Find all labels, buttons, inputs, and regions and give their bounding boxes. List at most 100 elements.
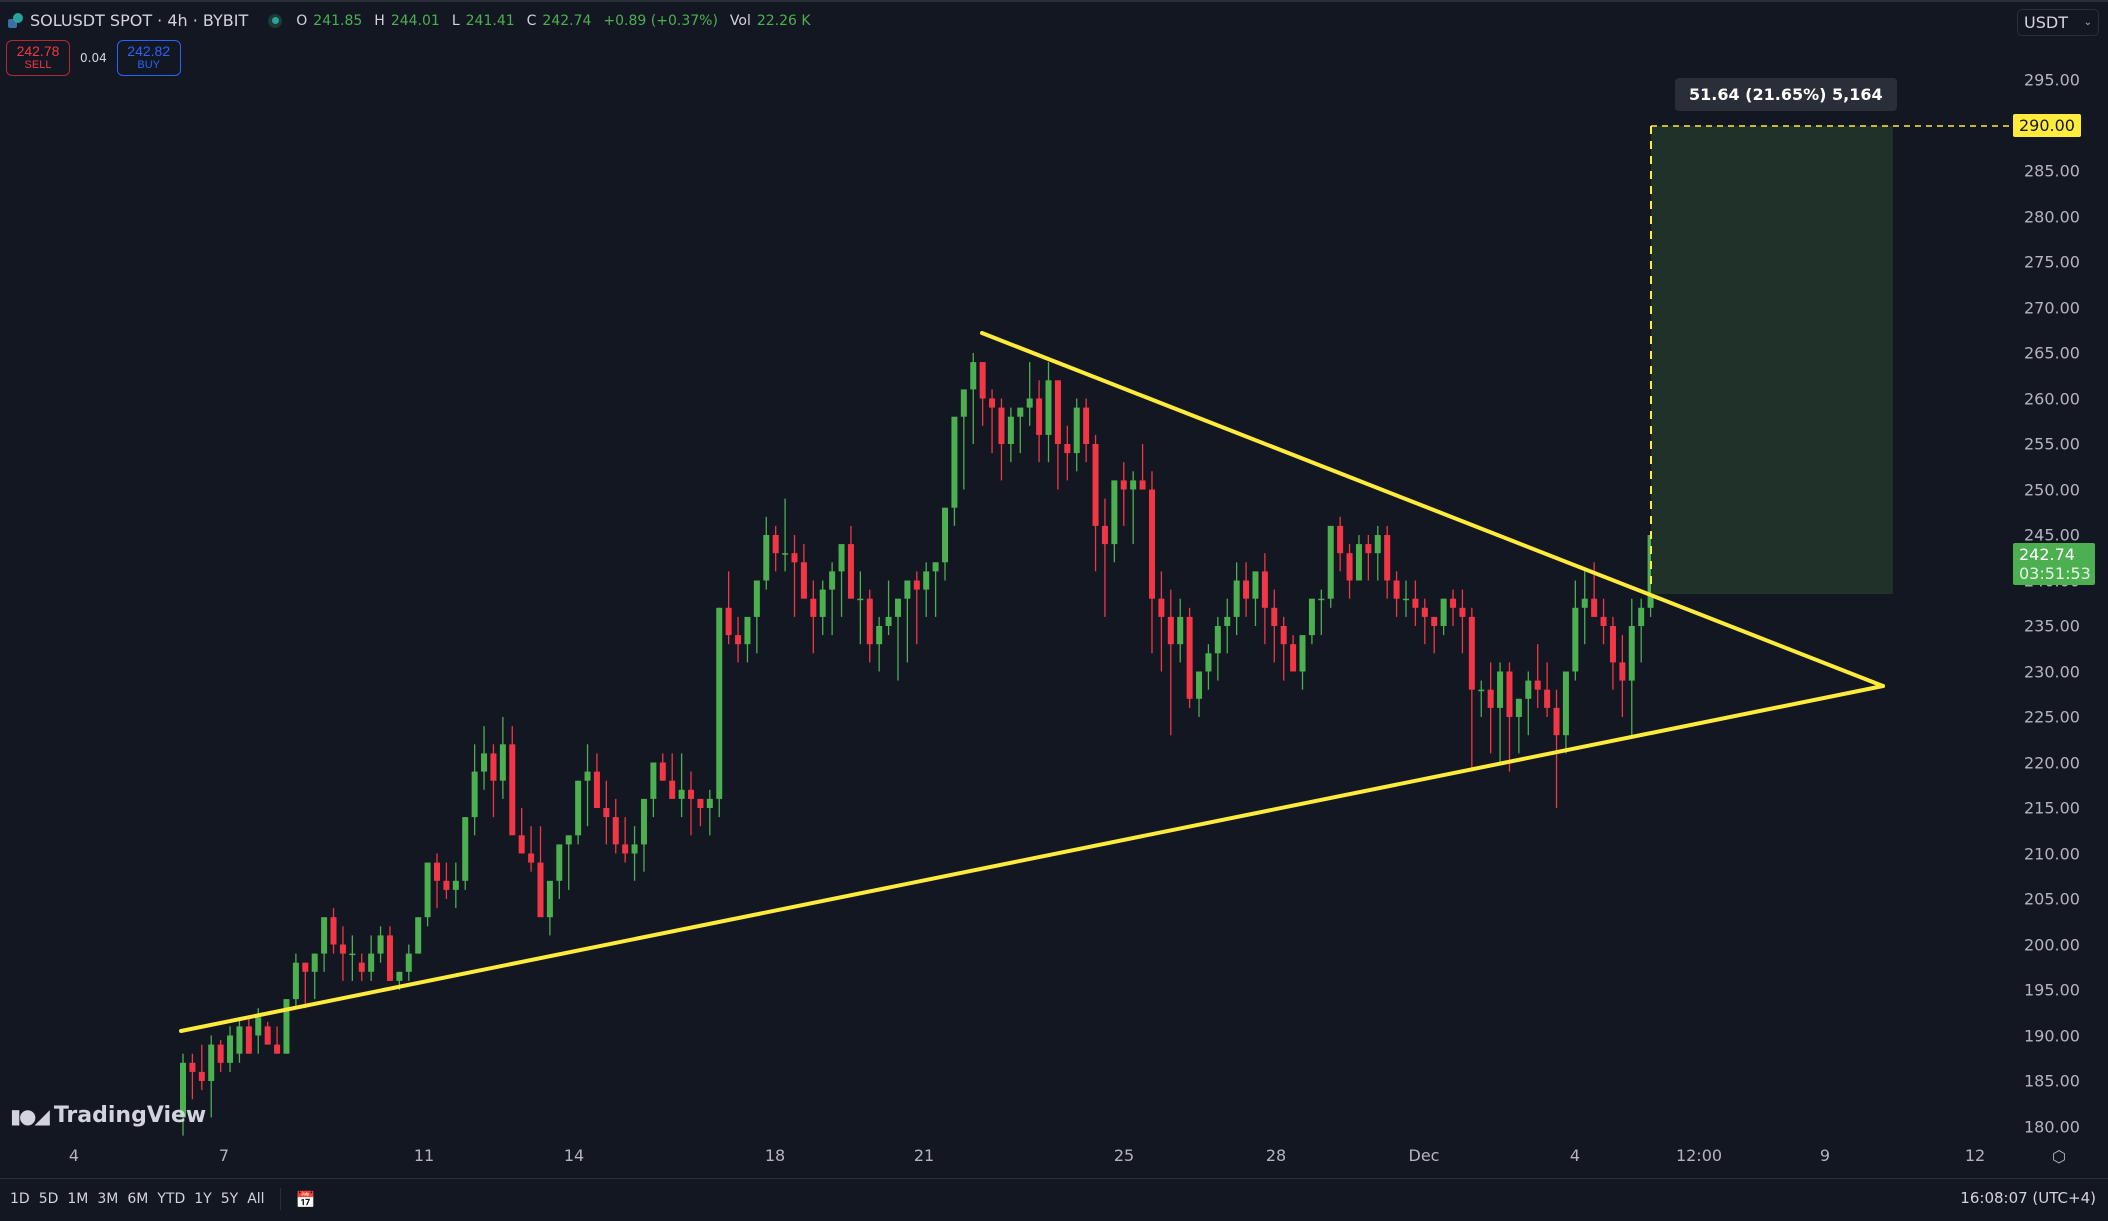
candle — [1083, 407, 1090, 444]
candle — [1337, 525, 1344, 554]
ascending-trendline[interactable] — [179, 684, 1885, 1033]
candle — [1525, 680, 1532, 699]
candle — [1177, 616, 1184, 645]
time-axis-label: 9 — [1819, 1146, 1831, 1165]
low-value: 241.41 — [465, 12, 515, 29]
price-axis-label: 230.00 — [2024, 662, 2080, 681]
candle — [1318, 598, 1325, 601]
time-axis-label: 11 — [413, 1146, 435, 1165]
candle — [1421, 607, 1428, 617]
candle — [1299, 635, 1306, 672]
candle — [1007, 416, 1014, 444]
candle — [706, 798, 713, 808]
candle — [1120, 480, 1127, 490]
candle — [339, 944, 346, 954]
tradingview-logo[interactable]: ▮●◢ TradingView — [10, 1103, 206, 1128]
candle — [876, 626, 883, 645]
candle — [1139, 480, 1146, 490]
currency-dropdown[interactable]: USDT ⌄ — [2017, 9, 2099, 36]
sell-button[interactable]: 242.78 SELL — [6, 40, 70, 76]
candle — [650, 762, 657, 799]
price-axis-label: 260.00 — [2024, 389, 2080, 408]
buy-price: 242.82 — [127, 43, 171, 59]
market-open-icon — [268, 13, 283, 28]
candle — [1261, 571, 1268, 608]
candle — [1196, 671, 1203, 699]
time-axis-label: 12:00 — [1675, 1146, 1723, 1165]
price-axis-label: 215.00 — [2024, 798, 2080, 818]
candle — [217, 1044, 224, 1063]
range-1d[interactable]: 1D — [10, 1191, 30, 1207]
open-label: O — [296, 12, 308, 29]
candle — [1487, 689, 1494, 708]
candle — [942, 507, 949, 563]
candle — [1572, 607, 1579, 672]
candle — [1017, 407, 1024, 417]
candle — [847, 544, 854, 599]
candle — [490, 753, 497, 781]
candle — [1073, 407, 1080, 454]
clock-timezone[interactable]: 16:08:07 (UTC+4) — [1960, 1189, 2096, 1207]
time-axis-label: Dec — [1408, 1146, 1440, 1165]
candle — [782, 553, 789, 555]
price-axis-label: 270.00 — [2024, 298, 2080, 317]
range-5d[interactable]: 5D — [38, 1191, 59, 1207]
range-1m[interactable]: 1M — [67, 1191, 89, 1207]
candles-layer — [180, 353, 1663, 1136]
candle — [1553, 707, 1560, 736]
buy-button[interactable]: 242.82 BUY — [116, 40, 181, 76]
candle — [1562, 671, 1569, 736]
currency-value: USDT — [2024, 13, 2068, 32]
price-axis-label: 285.00 — [2024, 161, 2080, 181]
time-axis-label: 18 — [764, 1146, 786, 1165]
candle — [358, 962, 365, 972]
candle — [659, 762, 666, 781]
goto-date-calendar-icon[interactable]: 📅 — [295, 1189, 316, 1209]
candle — [1581, 598, 1588, 608]
candle — [631, 844, 638, 854]
range-ytd[interactable]: YTD — [157, 1191, 186, 1207]
candle — [1591, 598, 1598, 617]
candle — [481, 753, 488, 772]
candle — [1600, 616, 1607, 626]
price-axis-label: 190.00 — [2024, 1026, 2080, 1045]
range-1y[interactable]: 1Y — [194, 1191, 212, 1207]
range-5y[interactable]: 5Y — [220, 1191, 239, 1207]
candle — [1497, 671, 1504, 708]
descending-trendline[interactable] — [980, 331, 1885, 688]
candle — [1515, 698, 1522, 717]
time-axis-label: 4 — [1569, 1146, 1581, 1165]
price-axis-label: 235.00 — [2024, 616, 2080, 636]
candle — [1327, 525, 1334, 599]
candle — [688, 789, 695, 799]
symbol-title[interactable]: SOLUSDT SPOT · 4h · BYBIT — [30, 11, 249, 30]
candle — [989, 398, 996, 408]
range-all[interactable]: All — [247, 1191, 265, 1207]
candle — [1101, 525, 1108, 545]
range-6m[interactable]: 6M — [127, 1191, 149, 1207]
candle — [951, 416, 958, 508]
candle — [763, 535, 770, 581]
axis-settings-icon[interactable]: ⬡ — [2052, 1147, 2066, 1166]
candle — [1026, 398, 1033, 408]
price-range-box[interactable] — [1651, 126, 1893, 594]
candle — [1534, 680, 1541, 690]
candle — [1252, 571, 1259, 599]
candle — [368, 953, 375, 972]
range-3m[interactable]: 3M — [97, 1191, 119, 1207]
candle — [1431, 616, 1438, 626]
candle — [1393, 580, 1400, 599]
candle — [349, 953, 356, 956]
high-value: 244.01 — [390, 12, 440, 29]
candle — [716, 607, 723, 799]
chevron-down-icon: ⌄ — [2083, 17, 2092, 28]
change-value: +0.89 (+0.37%) — [603, 12, 718, 29]
candle — [979, 362, 986, 399]
candle — [960, 389, 967, 417]
candle — [640, 798, 647, 845]
candle — [556, 844, 563, 881]
candle — [819, 589, 826, 617]
candle — [1619, 662, 1626, 681]
candle — [1628, 626, 1635, 681]
